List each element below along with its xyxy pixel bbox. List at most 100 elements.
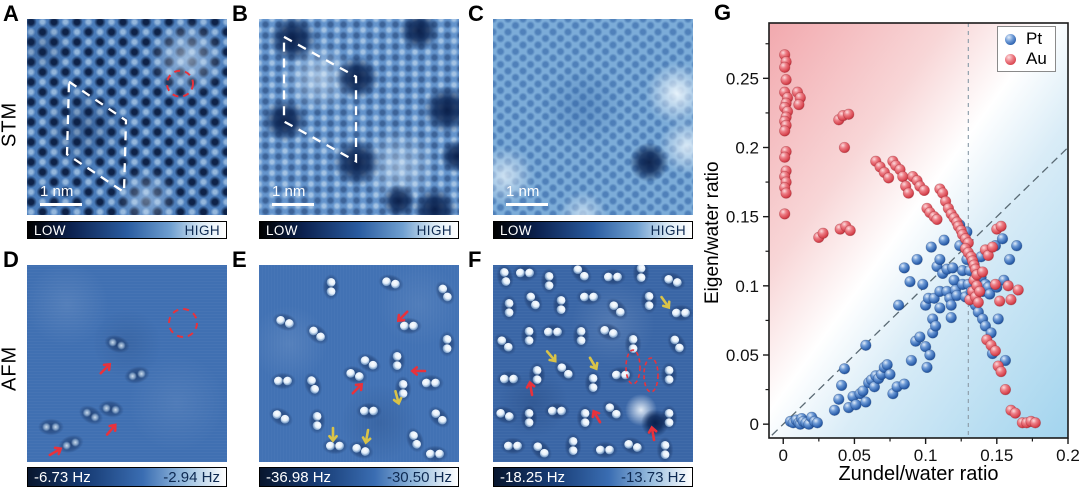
svg-text:0.1: 0.1 xyxy=(914,446,938,465)
dashed-ellipse-annotation xyxy=(643,357,659,393)
colorbar-afm-e: -36.98 Hz -30.50 Hz xyxy=(259,467,459,487)
water-dimer-feature xyxy=(98,400,124,418)
water-dimer-feature xyxy=(342,365,368,385)
dashed-ellipse-annotation xyxy=(625,349,641,385)
afm-e-annotations xyxy=(268,274,456,462)
colorbar-high-label: HIGH xyxy=(650,222,686,238)
water-dimer-feature xyxy=(500,437,526,455)
panel-letter-d: D xyxy=(3,247,19,272)
water-dimer-feature xyxy=(523,288,543,314)
colorbar-low-label: LOW xyxy=(34,222,66,238)
colorbar-max-label: -13.73 Hz xyxy=(620,468,686,486)
water-dimer-feature xyxy=(124,366,150,384)
water-dimer-feature xyxy=(572,323,590,349)
water-dimer-feature xyxy=(270,372,296,390)
water-dimer-feature xyxy=(348,440,374,460)
water-dimer-feature xyxy=(396,317,422,335)
red-arrow-icon xyxy=(396,310,409,323)
water-dimer-feature xyxy=(660,271,686,291)
svg-text:0.2: 0.2 xyxy=(1056,446,1080,465)
water-dimer-feature xyxy=(438,331,456,357)
scale-bar: 1 nm xyxy=(506,182,548,206)
yellow-arrow-icon xyxy=(545,350,557,363)
water-dimer-feature xyxy=(494,333,516,355)
water-dimer-feature xyxy=(520,405,538,431)
au-sphere-icon xyxy=(1005,53,1016,65)
svg-text:0.25: 0.25 xyxy=(726,69,759,88)
water-dimer-feature xyxy=(356,353,382,373)
afm-image-d xyxy=(27,265,227,462)
red-arrow-icon xyxy=(525,380,536,397)
water-dimer-feature xyxy=(620,436,646,456)
red-arrow-icon xyxy=(647,425,658,442)
legend-label-pt: Pt xyxy=(1026,29,1043,48)
water-dimer-feature xyxy=(596,322,622,342)
water-dimer-feature xyxy=(322,274,340,300)
water-dimer-feature xyxy=(552,292,570,318)
water-dimer-feature xyxy=(584,370,602,396)
pt-sphere-icon xyxy=(1005,33,1016,45)
water-dimer-feature xyxy=(305,323,329,345)
water-dimer-feature xyxy=(104,334,130,354)
unit-cell-outline xyxy=(282,34,358,164)
dashed-circle-annotation xyxy=(168,308,198,338)
colorbar-afm-d: -6.73 Hz -2.94 Hz xyxy=(27,467,227,487)
water-dimer-feature xyxy=(540,268,558,294)
panel-letter-g: G xyxy=(714,0,732,25)
water-dimer-feature xyxy=(640,288,658,314)
water-dimer-feature xyxy=(540,323,566,341)
stm-c-annotations xyxy=(629,142,669,183)
water-dimer-feature xyxy=(78,405,104,425)
water-dimer-feature xyxy=(388,348,406,374)
scale-bar-line xyxy=(506,202,548,206)
water-dimer-feature xyxy=(544,402,570,420)
water-dimer-feature xyxy=(378,274,404,292)
yellow-arrow-icon xyxy=(392,389,403,406)
water-dimer-feature xyxy=(570,265,592,284)
stm-a-annotations xyxy=(65,69,194,195)
water-dimer-feature xyxy=(576,405,594,431)
yellow-arrow-icon xyxy=(660,295,671,310)
g-scatter-plot: 0 0.05 0.1 0.15 0.2 0 0.05 0.1 0.15 0.2 0.25 xyxy=(726,22,1080,465)
dashed-circle-annotation xyxy=(166,69,194,98)
row-label-stm: STM xyxy=(0,101,21,147)
water-dimer-feature xyxy=(500,295,518,321)
water-dimer-feature xyxy=(303,372,323,398)
water-dimer-feature xyxy=(528,362,546,388)
svg-text:0.2: 0.2 xyxy=(735,139,759,158)
water-dimer-feature xyxy=(624,331,642,357)
water-dimer-feature xyxy=(592,441,618,459)
water-dimer-feature xyxy=(602,400,624,422)
scale-bar-label: 1 nm xyxy=(506,182,540,200)
y-axis-title: Eigen/water ratio xyxy=(702,161,723,304)
water-dimer-feature xyxy=(435,280,455,306)
colorbar-high-label: HIGH xyxy=(416,222,452,238)
water-dimer-feature xyxy=(668,304,693,322)
colorbar-min-label: -6.73 Hz xyxy=(34,468,91,486)
water-dimer-feature xyxy=(554,360,576,382)
water-dimer-feature xyxy=(520,323,538,349)
svg-text:0.15: 0.15 xyxy=(726,208,759,227)
water-dimer-feature xyxy=(322,437,348,455)
colorbar-stm-c: LOW HIGH xyxy=(493,221,693,239)
yellow-arrow-icon xyxy=(361,428,372,445)
water-dimer-feature xyxy=(272,312,298,332)
water-dimer-feature xyxy=(268,407,294,427)
water-dimer-feature xyxy=(656,437,674,462)
legend-item-au: Au xyxy=(1005,49,1047,68)
water-dimer-feature xyxy=(606,298,628,320)
colorbar-high-label: HIGH xyxy=(184,222,220,238)
red-arrow-icon xyxy=(48,446,63,457)
red-arrow-icon xyxy=(99,362,112,375)
colorbar-max-label: -30.50 Hz xyxy=(386,468,452,486)
water-dimer-feature xyxy=(418,374,444,392)
water-dimer-feature xyxy=(493,405,518,425)
colorbar-max-label: -2.94 Hz xyxy=(163,468,220,486)
yellow-arrow-icon xyxy=(588,356,599,371)
water-dimer-feature xyxy=(600,268,626,286)
scale-bar: 1 nm xyxy=(40,184,82,206)
legend-label-au: Au xyxy=(1026,49,1047,68)
colorbar-min-label: -36.98 Hz xyxy=(266,468,332,486)
plot-legend: Pt Au xyxy=(997,26,1056,72)
